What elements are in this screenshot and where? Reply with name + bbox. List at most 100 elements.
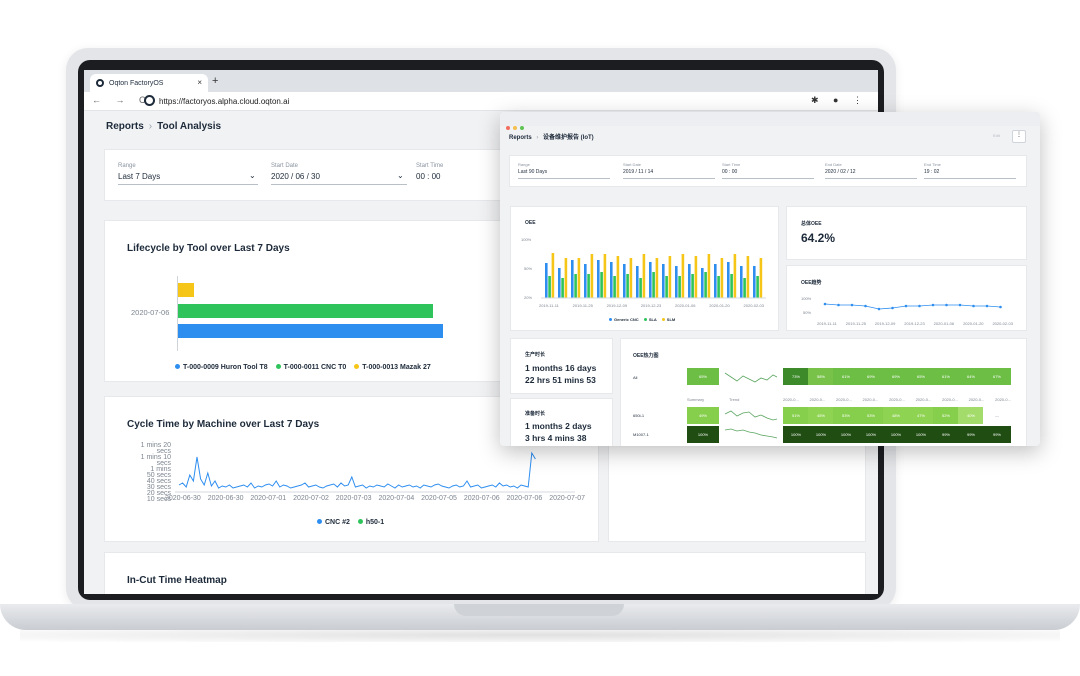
browser-toolbar-icons[interactable]: ✱ ● ⋮ xyxy=(811,95,868,105)
x-tick: 2020-07-06 xyxy=(506,495,543,502)
oee-bar xyxy=(704,272,707,298)
trend-point xyxy=(850,303,854,307)
report-window: Reports › 设备维护报告 (IoT) Edit ⋮ Range Last… xyxy=(500,112,1040,446)
breadcrumb-current: 设备维护报告 (IoT) xyxy=(543,135,594,141)
heatmap-col-date: 2020-0... xyxy=(836,397,852,402)
close-tab-icon[interactable]: × xyxy=(197,78,202,87)
filter-underline xyxy=(722,178,814,179)
trend-point xyxy=(958,303,962,307)
heatmap-cell: 100% xyxy=(833,426,859,443)
heatmap-summary-cell: 65% xyxy=(687,368,719,385)
oee-bar xyxy=(636,266,639,298)
lifecycle-title: Lifecycle by Tool over Last 7 Days xyxy=(127,243,290,254)
trend-point xyxy=(864,304,867,308)
edit-button[interactable]: Edit xyxy=(993,133,1000,138)
x-tick: 2020-07-06 xyxy=(463,495,500,502)
oee-bar xyxy=(600,272,603,298)
maximize-dot[interactable] xyxy=(520,126,524,130)
cnc2-series-line xyxy=(178,451,536,489)
oee-trend-plot xyxy=(823,302,1002,311)
oee-bar xyxy=(652,272,655,298)
chevron-down-icon[interactable]: ⌄ xyxy=(249,171,256,180)
x-tick: 2019-11-25 xyxy=(572,303,593,308)
breadcrumb-current: Tool Analysis xyxy=(157,121,222,132)
oee-bar xyxy=(610,262,613,298)
heatmap-cell: 61% xyxy=(833,368,859,385)
start-date-label: Start Date xyxy=(271,163,299,169)
oee-bar xyxy=(675,266,678,298)
trend-point xyxy=(931,303,935,307)
oee-bar xyxy=(717,276,720,298)
heatmap-cell: 61% xyxy=(933,368,959,385)
nav-icons[interactable]: ← → C xyxy=(92,95,152,105)
production-time-line2: 22 hrs 51 mins 53 xyxy=(525,375,596,385)
laptop-notch xyxy=(454,604,624,616)
filter-underline xyxy=(924,178,1016,179)
heatmap-cell: 40% xyxy=(958,407,984,424)
oee-bar xyxy=(574,274,577,298)
bar-cnc-t0 xyxy=(178,304,433,318)
prep-time-title: 准备时长 xyxy=(525,411,546,417)
legend-item: T-000-0011 CNC T0 xyxy=(283,364,347,371)
oee-bar xyxy=(597,260,600,298)
more-button[interactable]: ⋮ xyxy=(1012,130,1026,143)
end-date-field[interactable]: 2020 / 02 / 12 xyxy=(825,169,856,175)
heatmap-cell: 69% xyxy=(858,368,884,385)
end-time-field[interactable]: 19 : 02 xyxy=(924,169,940,175)
heatmap-cell: — xyxy=(983,407,1011,424)
laptop-shadow xyxy=(20,628,1060,642)
range-select[interactable]: Last 7 Days xyxy=(118,172,161,181)
address-bar[interactable]: https://factoryos.alpha.cloud.oqton.ai xyxy=(144,95,289,106)
x-tick: 2020-01-20 xyxy=(709,303,730,308)
breadcrumb-root[interactable]: Reports xyxy=(509,135,532,141)
cycle-x-axis: 2020-06-30 2020-06-30 2020-07-01 2020-07… xyxy=(165,495,585,502)
oee-bar xyxy=(590,254,594,298)
new-tab-button[interactable]: + xyxy=(212,75,219,87)
start-time-field[interactable]: 00 : 00 xyxy=(722,169,738,175)
range-select[interactable]: Last 90 Days xyxy=(518,169,548,175)
x-tick: 2019-12-23 xyxy=(640,303,662,308)
range-label: Range xyxy=(518,162,530,167)
heatmap-summary-cell: 49% xyxy=(687,407,719,424)
oee-bar xyxy=(740,266,743,298)
trend-point xyxy=(999,305,1002,309)
oee-bar xyxy=(733,254,737,298)
legend-item: T-000-0009 Huron Tool T8 xyxy=(183,364,268,371)
browser-tab[interactable]: Oqton FactoryOS × xyxy=(90,74,208,92)
heatmap-cell: 99% xyxy=(933,426,959,443)
x-tick: 2020-06-30 xyxy=(165,495,201,502)
minimize-dot[interactable] xyxy=(513,126,517,130)
breadcrumb-separator: › xyxy=(148,121,153,132)
y-tick: 100% xyxy=(521,237,532,242)
legend-item: CNC #2 xyxy=(325,519,350,526)
oee-bar xyxy=(623,264,626,298)
y-tick: 50% xyxy=(524,266,533,271)
heatmap-row-m1007: 100% 100% 100% 100% 100% 100% 99% 99% 99… xyxy=(783,426,1011,443)
oee-bar xyxy=(649,262,652,298)
start-date-field[interactable]: 2020 / 06 / 30 xyxy=(271,172,320,181)
y-tick: 20 secs xyxy=(146,490,171,497)
x-tick: 2019-12-09 xyxy=(874,321,896,326)
legend-item: SLA xyxy=(648,317,657,322)
oee-bar xyxy=(613,276,616,298)
browser-tabbar: Oqton FactoryOS × + xyxy=(84,70,878,92)
chevron-down-icon[interactable]: ⌄ xyxy=(397,171,404,180)
trend-sparkline xyxy=(724,410,778,421)
start-time-field[interactable]: 00 : 00 xyxy=(416,172,441,181)
legend-dot xyxy=(275,364,281,369)
breadcrumb-root[interactable]: Reports xyxy=(106,121,144,132)
heatmap-cell: 51% xyxy=(783,407,809,424)
x-tick: 2020-01-06 xyxy=(933,321,955,326)
legend-item: Generic CNC xyxy=(614,317,639,322)
heatmap-cell: 99% xyxy=(958,426,984,443)
x-tick: 2020-02-03 xyxy=(743,303,764,308)
start-date-field[interactable]: 2019 / 11 / 14 xyxy=(623,169,654,175)
oee-bar xyxy=(571,260,574,298)
oee-bar xyxy=(561,278,564,298)
window-controls[interactable] xyxy=(506,117,527,135)
close-dot[interactable] xyxy=(506,126,510,130)
heatmap-col-date: 2020-0... xyxy=(862,397,879,402)
heatmap-col-date: 2020-0... xyxy=(995,397,1011,402)
total-oee-value: 64.2% xyxy=(801,231,836,245)
oee-trend-title: OEE趋势 xyxy=(801,280,822,286)
